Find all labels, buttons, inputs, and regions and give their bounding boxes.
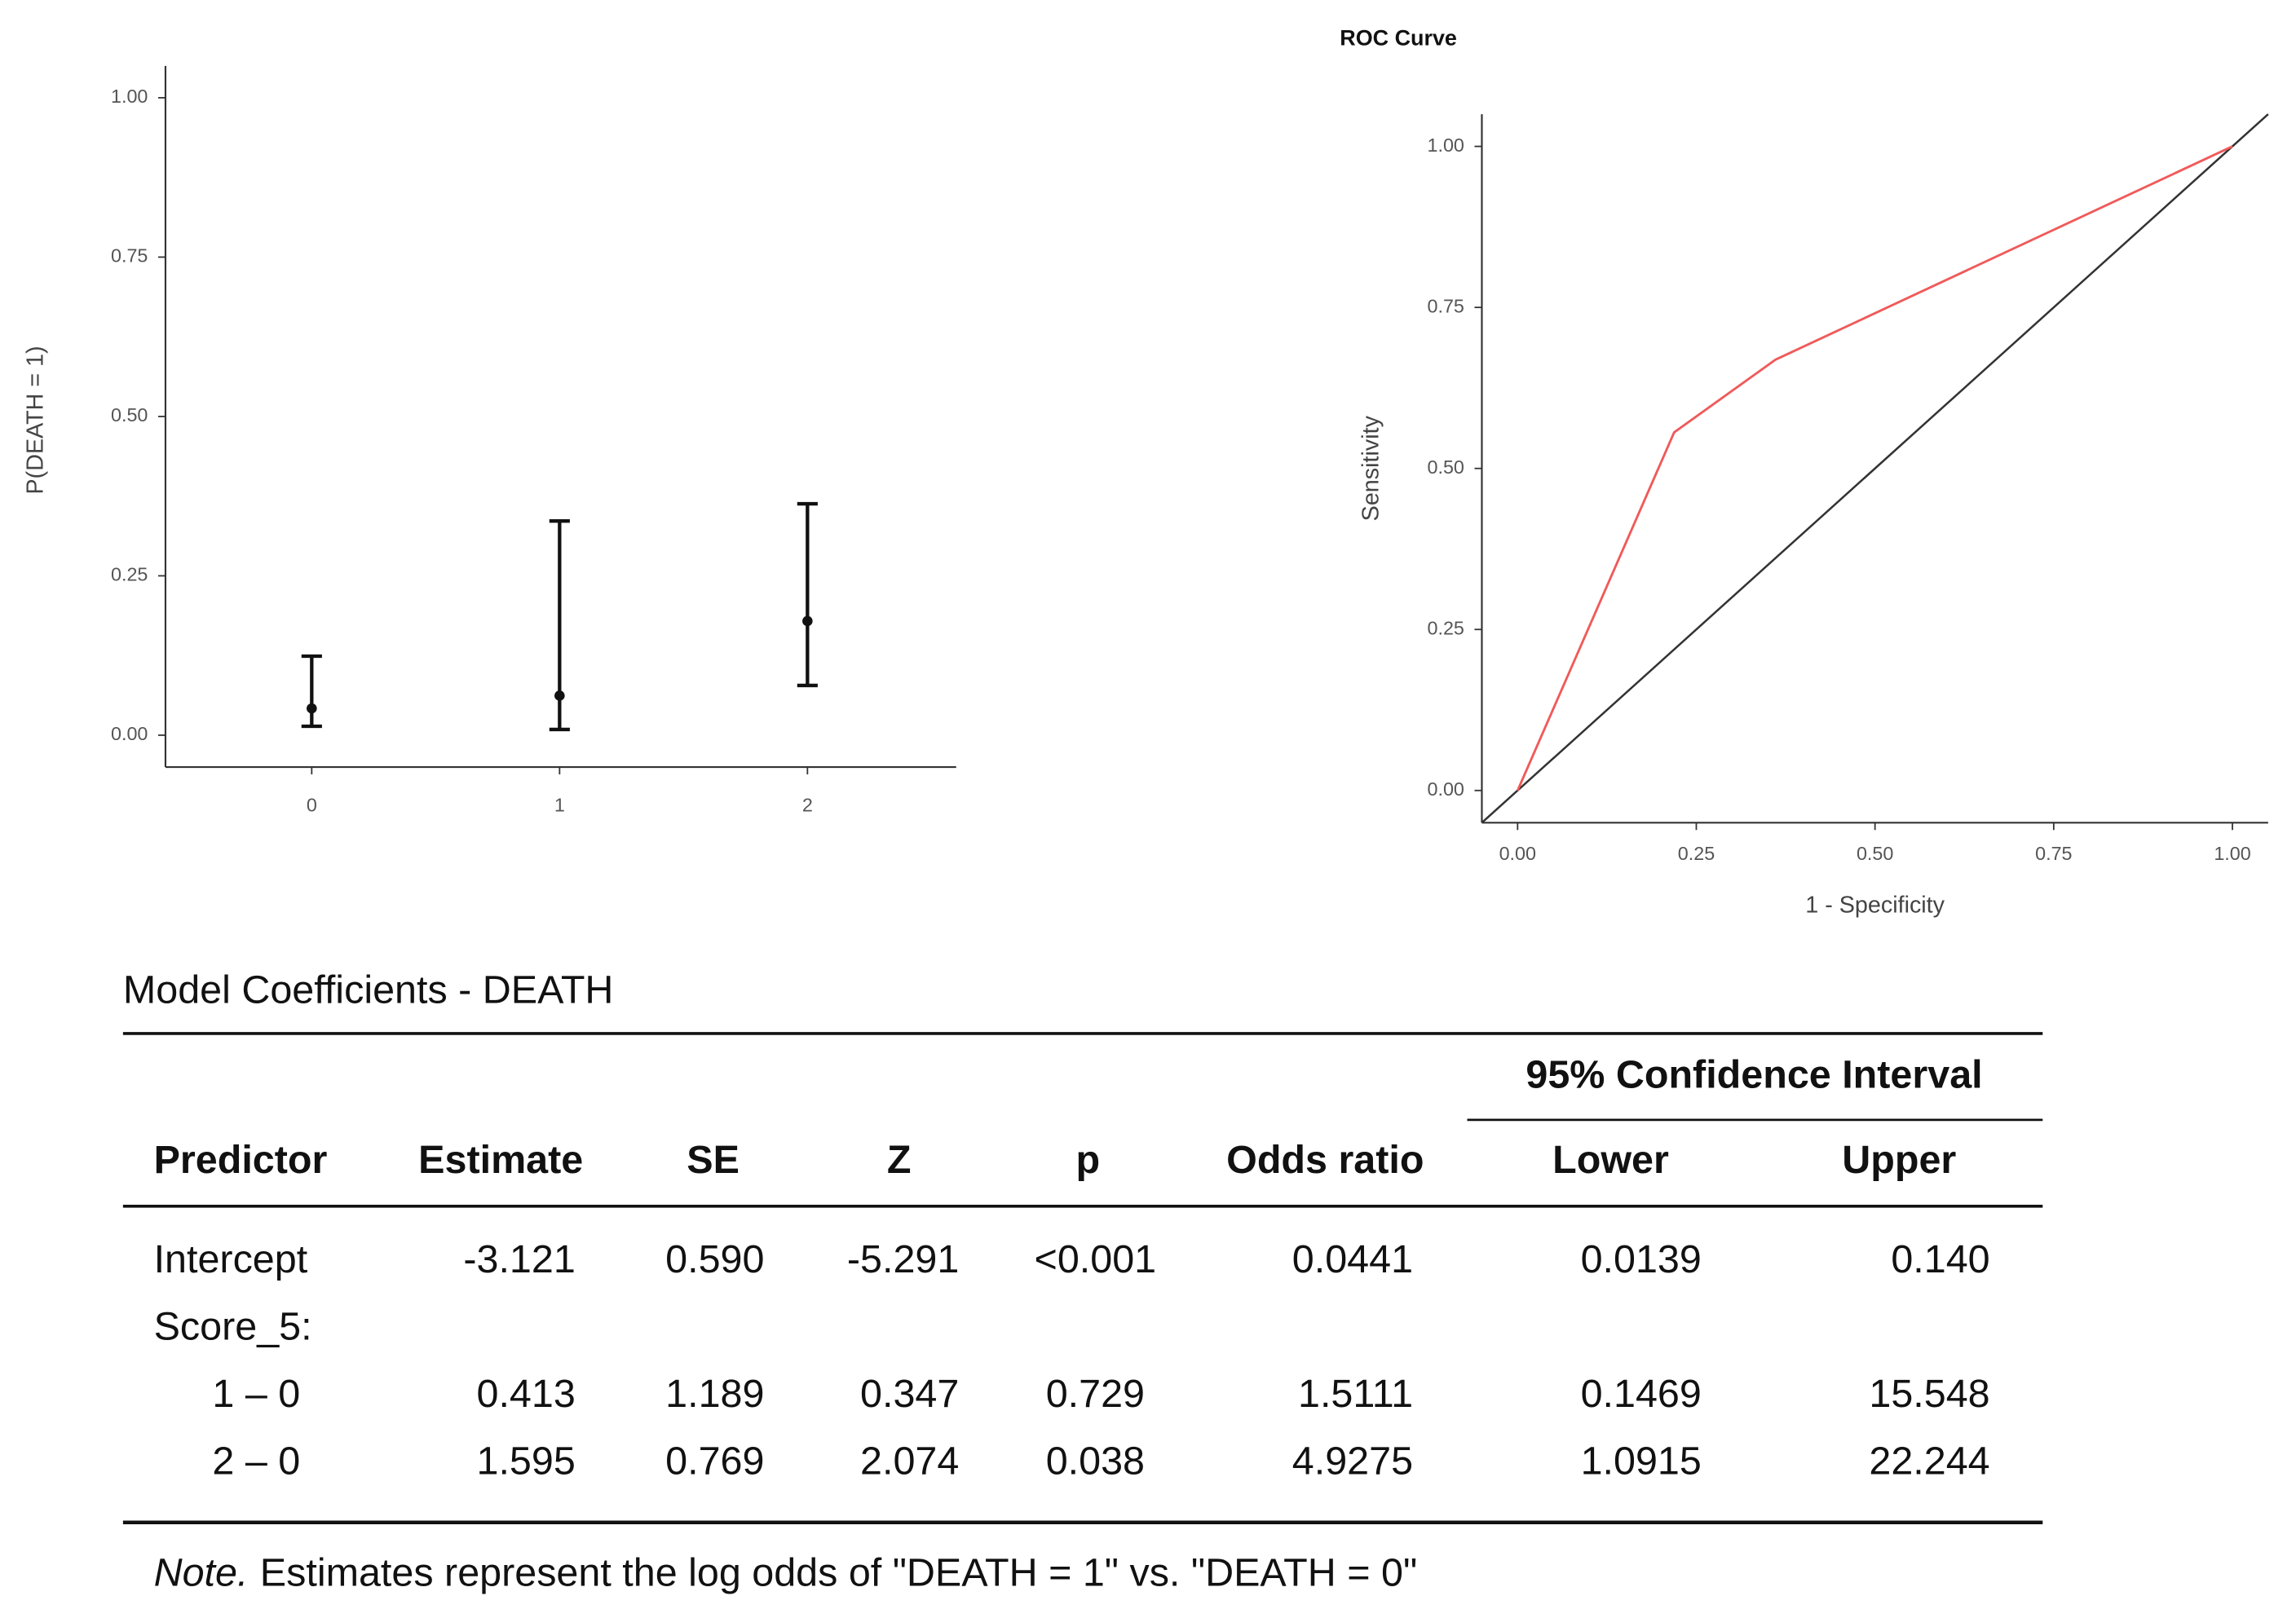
row-label: Score_5: bbox=[154, 1304, 312, 1348]
note-text: Estimates represent the log odds of "DEA… bbox=[260, 1550, 1417, 1594]
group-header: 95% Confidence Interval bbox=[1526, 1053, 1982, 1097]
y-tick-label: 0.75 bbox=[1428, 295, 1464, 316]
note-label: Note. bbox=[154, 1550, 249, 1594]
x-tick-label: 2 bbox=[802, 795, 813, 816]
table-cell: -3.121 bbox=[463, 1237, 575, 1281]
column-header: Odds ratio bbox=[1226, 1138, 1424, 1182]
column-header: Upper bbox=[1842, 1138, 1956, 1182]
y-tick-label: 0.75 bbox=[111, 245, 148, 267]
roc-line bbox=[1516, 145, 2233, 791]
point bbox=[307, 703, 317, 714]
table-cell: 1.595 bbox=[477, 1439, 576, 1484]
column-header: p bbox=[1076, 1138, 1101, 1182]
y-tick-label: 0.50 bbox=[1428, 456, 1464, 478]
y-tick-label: 1.00 bbox=[111, 86, 148, 107]
row-label: Intercept bbox=[154, 1237, 308, 1281]
table-cell: 0.769 bbox=[665, 1439, 764, 1484]
column-header: Z bbox=[887, 1138, 912, 1182]
x-tick-label: 0.00 bbox=[1499, 843, 1536, 864]
table-cell: 1.5111 bbox=[1298, 1372, 1413, 1416]
row-label: 2 – 0 bbox=[212, 1439, 300, 1484]
x-tick-label: 0 bbox=[307, 795, 317, 816]
table-cell: 0.140 bbox=[1891, 1237, 1989, 1281]
y-tick-label: 0.00 bbox=[1428, 778, 1464, 800]
x-axis-title: 1 - Specificity bbox=[1805, 892, 1945, 918]
x-tick-label: 0.25 bbox=[1678, 843, 1715, 864]
column-header: Lower bbox=[1552, 1138, 1669, 1182]
column-header: SE bbox=[687, 1138, 740, 1182]
y-tick-label: 0.25 bbox=[111, 564, 148, 585]
y-axis-title: P(DEATH = 1) bbox=[23, 346, 49, 494]
row-label: 1 – 0 bbox=[212, 1372, 300, 1416]
table-cell: 0.0441 bbox=[1292, 1237, 1413, 1281]
table-cell: -5.291 bbox=[847, 1237, 959, 1281]
point bbox=[802, 615, 813, 627]
chart-title: ROC Curve bbox=[1340, 26, 1457, 51]
table-cell: 2.074 bbox=[860, 1439, 959, 1484]
table-cell: <0.001 bbox=[1035, 1237, 1157, 1281]
point bbox=[554, 690, 565, 701]
x-tick-label: 0.50 bbox=[1857, 843, 1893, 864]
column-header: Estimate bbox=[418, 1138, 583, 1182]
y-tick-label: 0.50 bbox=[111, 404, 148, 425]
x-tick-label: 1.00 bbox=[2214, 843, 2250, 864]
x-tick-label: 0.75 bbox=[2035, 843, 2072, 864]
reference-line bbox=[1481, 113, 2269, 824]
table-cell: 0.590 bbox=[665, 1237, 764, 1281]
table-cell: 0.413 bbox=[477, 1372, 576, 1416]
table-cell: 0.038 bbox=[1046, 1439, 1145, 1484]
x-tick-label: 1 bbox=[554, 795, 565, 816]
table-cell: 0.347 bbox=[860, 1372, 959, 1416]
table-cell: 1.0915 bbox=[1581, 1439, 1702, 1484]
table-cell: 0.729 bbox=[1046, 1372, 1145, 1416]
y-tick-label: 0.00 bbox=[111, 723, 148, 744]
table-cell: 0.0139 bbox=[1581, 1237, 1702, 1281]
table-cell: 4.9275 bbox=[1292, 1439, 1413, 1484]
table-title: Model Coefficients - DEATH bbox=[123, 968, 614, 1012]
table-cell: 22.244 bbox=[1869, 1439, 1989, 1484]
table-note: Note. Estimates represent the log odds of… bbox=[154, 1550, 1418, 1594]
column-header: Predictor bbox=[154, 1138, 328, 1182]
y-axis-title: Sensitivity bbox=[1358, 415, 1384, 521]
table-cell: 0.1469 bbox=[1581, 1372, 1702, 1416]
table-cell: 1.189 bbox=[665, 1372, 764, 1416]
y-tick-label: 0.25 bbox=[1428, 617, 1464, 638]
y-tick-label: 1.00 bbox=[1428, 134, 1464, 156]
table-cell: 15.548 bbox=[1869, 1372, 1989, 1416]
